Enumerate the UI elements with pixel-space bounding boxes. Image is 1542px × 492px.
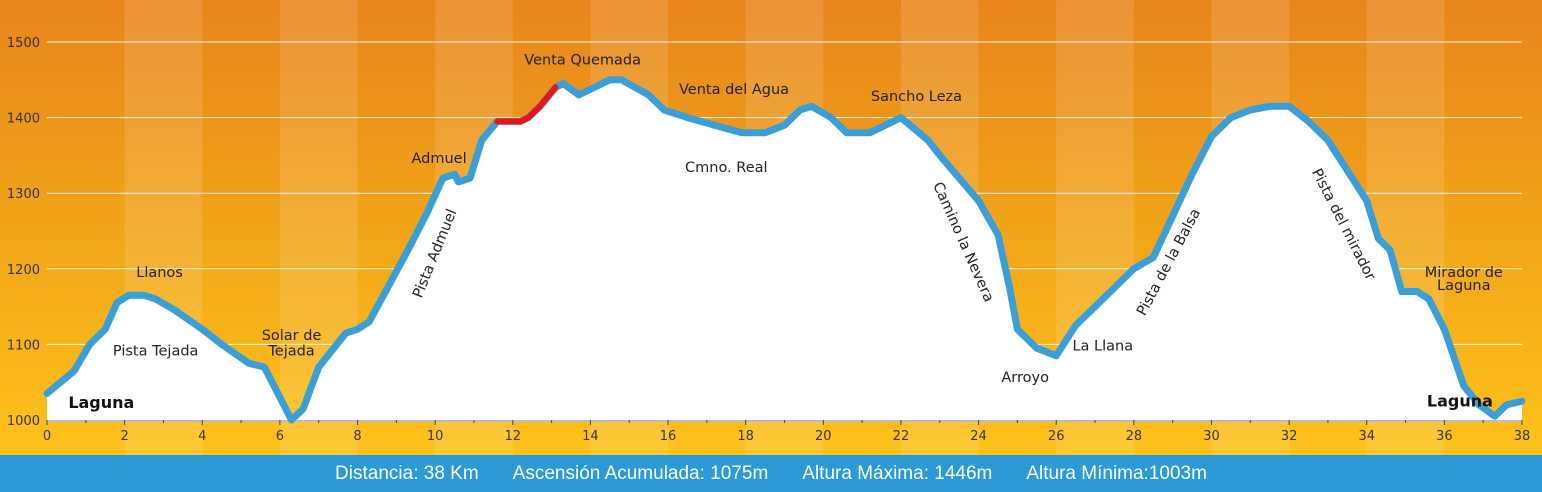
y-tick-label: 1300 — [7, 187, 40, 202]
x-tick-label: 2 — [120, 429, 128, 444]
y-axis-ticks: 1000 1100 1200 1300 1400 1500 — [7, 36, 40, 429]
min-altitude-stat: Altura Mínima:1003m — [1026, 462, 1207, 484]
elevation-line — [43, 76, 1526, 424]
y-tick-label: 1500 — [7, 36, 40, 51]
x-tick-label: 36 — [1436, 429, 1453, 444]
x-tick-label: 28 — [1126, 429, 1143, 444]
y-tick-label: 1400 — [7, 112, 40, 127]
route-annotation: Arroyo — [1001, 370, 1049, 386]
route-summary-footer: Distancia: 38 Km Ascensión Acumulada: 10… — [0, 455, 1542, 492]
route-annotation: Laguna — [68, 393, 134, 412]
route-annotation: Mirador de — [1425, 265, 1503, 281]
x-tick-label: 4 — [198, 429, 206, 444]
x-tick-label: 8 — [353, 429, 361, 444]
x-tick-label: 32 — [1281, 429, 1298, 444]
x-tick-label: 0 — [43, 429, 51, 444]
x-tick-label: 26 — [1048, 429, 1065, 444]
highlight-segment — [494, 84, 559, 125]
route-annotation: Laguna — [1427, 391, 1493, 410]
x-tick-label: 18 — [737, 429, 754, 444]
route-annotation: Cmno. Real — [685, 160, 768, 176]
distance-stat: Distancia: 38 Km — [335, 462, 479, 484]
x-tick-label: 24 — [970, 429, 987, 444]
route-annotation: Sancho Leza — [871, 89, 962, 105]
x-tick-label: 10 — [427, 429, 444, 444]
route-annotation: Admuel — [411, 151, 466, 167]
y-tick-label: 1200 — [7, 263, 40, 278]
y-tick-label: 1000 — [7, 414, 40, 429]
x-tick-label: 16 — [660, 429, 677, 444]
route-annotation: La Llana — [1072, 338, 1133, 354]
ascent-stat: Ascensión Acumulada: 1075m — [512, 462, 769, 484]
route-annotation: Tejada — [267, 344, 314, 360]
route-annotation: Laguna — [1437, 278, 1490, 294]
route-annotation: Venta Quemada — [524, 53, 641, 69]
y-tick-label: 1100 — [7, 338, 40, 353]
route-annotation: Solar de — [262, 328, 322, 344]
x-tick-label: 30 — [1203, 429, 1220, 444]
x-tick-label: 14 — [582, 429, 599, 444]
x-tick-label: 34 — [1358, 429, 1375, 444]
x-tick-label: 20 — [815, 429, 832, 444]
route-annotation: Venta del Agua — [679, 82, 789, 98]
x-tick-label: 38 — [1514, 429, 1531, 444]
x-tick-label: 12 — [505, 429, 522, 444]
max-altitude-stat: Altura Máxima: 1446m — [802, 462, 993, 484]
x-tick-label: 6 — [276, 429, 284, 444]
elevation-area — [47, 79, 1522, 421]
route-annotation: Llanos — [136, 265, 183, 281]
x-tick-label: 22 — [893, 429, 910, 444]
route-annotation: Pista Tejada — [113, 344, 199, 360]
x-axis-ticks: 0 2 4 6 8 10 12 14 16 18 20 22 24 26 28 30 32 34 36 38 — [43, 420, 1530, 444]
